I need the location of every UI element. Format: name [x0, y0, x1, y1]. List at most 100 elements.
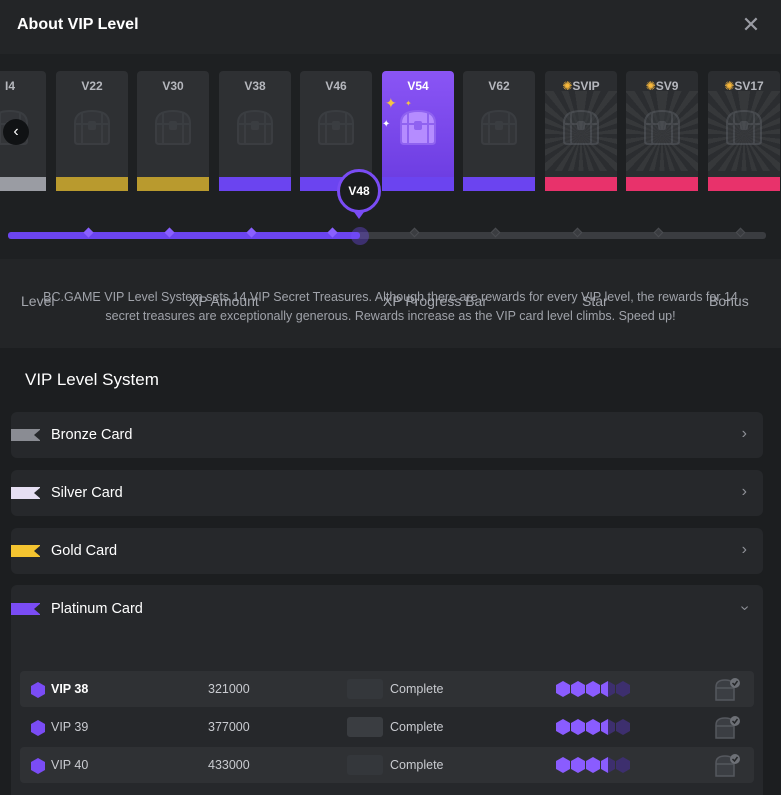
card-level-text: SV9	[655, 79, 679, 93]
col-bonus: Bonus	[709, 293, 749, 309]
accordion-label: Bronze Card	[51, 427, 133, 443]
star-icon	[586, 681, 601, 701]
vip-card-v62[interactable]: V62	[463, 71, 535, 191]
col-xp-progress: XP Progress Bar	[383, 293, 488, 309]
card-level-text: V38	[244, 79, 266, 93]
level-marker	[490, 227, 501, 238]
bonus-chest-icon[interactable]	[713, 753, 741, 779]
card-tier-band	[708, 177, 780, 191]
row-xp-progress-bar	[347, 755, 383, 775]
card-level-label: ✺SVIP	[545, 79, 617, 93]
vip-level-icon	[31, 720, 45, 736]
card-tier-band	[0, 177, 46, 191]
silver-card-flag	[11, 487, 41, 499]
star-icon	[571, 719, 586, 739]
section-title: VIP Level System	[25, 370, 159, 389]
chevron-right-icon: ›	[741, 541, 747, 558]
card-level-text: V30	[162, 79, 184, 93]
vip-card-svip[interactable]: ✺SVIP	[545, 71, 617, 191]
row-level: VIP 39	[51, 720, 89, 734]
card-level-text: SV17	[734, 79, 764, 93]
platinum-card-flag	[11, 603, 41, 615]
treasure-chest-icon	[639, 103, 685, 149]
card-tier-band	[137, 177, 209, 191]
card-level-text: V62	[488, 79, 510, 93]
vip-level-icon	[31, 682, 45, 698]
vip-system-description: BC.GAME VIP Level System sets 14 VIP Sec…	[43, 290, 738, 323]
row-level: VIP 40	[51, 758, 89, 772]
sun-icon: ✺	[645, 79, 656, 93]
star-icon	[601, 681, 616, 701]
accordion-gold-card[interactable]: Gold Card ›	[11, 528, 763, 574]
accordion-label: Silver Card	[51, 485, 123, 501]
star-icon	[616, 681, 631, 701]
card-level-text: V54	[407, 79, 429, 93]
vip-card-v38[interactable]: V38	[219, 71, 291, 191]
vip-card-carousel: I4 V22 V30 V38 V46 V54 ✦ ✦ ✦ V62 ✺SVIP ✺SV9 ✺SV17 ‹ …	[0, 54, 781, 259]
card-tier-band	[545, 177, 617, 191]
sparkle-icon: ✦	[405, 99, 412, 108]
card-level-label: I4	[0, 79, 46, 93]
row-xp-progress-bar	[347, 717, 383, 737]
close-icon[interactable]: ✕	[741, 12, 761, 37]
bronze-card-flag	[11, 429, 41, 441]
card-level-label: V54	[382, 79, 454, 93]
chevron-right-icon: ›	[741, 425, 747, 442]
chevron-down-icon: ›	[736, 605, 754, 611]
vip-card-sv17[interactable]: ✺SV17	[708, 71, 780, 191]
row-xp-amount: 433000	[208, 758, 250, 772]
card-level-label: V38	[219, 79, 291, 93]
table-row: VIP 38 321000 Complete	[20, 671, 754, 707]
card-level-label: ✺SV9	[626, 79, 698, 93]
vip-card-sv9[interactable]: ✺SV9	[626, 71, 698, 191]
chevron-right-icon: ›	[741, 483, 747, 500]
star-icon	[556, 719, 571, 739]
accordion-silver-card[interactable]: Silver Card ›	[11, 470, 763, 516]
accordion-label: Gold Card	[51, 543, 118, 559]
row-star-rating	[556, 757, 631, 774]
row-xp-amount: 377000	[208, 720, 250, 734]
accordion-label: Platinum Card	[51, 601, 143, 617]
vip-card-v30[interactable]: V30	[137, 71, 209, 191]
row-xp-amount: 321000	[208, 682, 250, 696]
treasure-chest-icon: ✦ ✦ ✦	[382, 95, 441, 149]
star-icon	[616, 719, 631, 739]
modal-title: About VIP Level	[17, 16, 139, 33]
level-progress-track	[8, 227, 766, 245]
star-icon	[586, 757, 601, 777]
level-marker	[409, 227, 420, 238]
level-table-header: Level XP Amount XP Progress Bar Star Bon…	[0, 293, 781, 315]
star-icon	[556, 681, 571, 701]
sun-icon: ✺	[724, 79, 735, 93]
bonus-chest-icon[interactable]	[713, 677, 741, 703]
star-icon	[556, 757, 571, 777]
card-level-text: SVIP	[572, 79, 600, 93]
card-level-label: V46	[300, 79, 372, 93]
row-xp-progress-bar	[347, 679, 383, 699]
card-tier-band	[219, 177, 291, 191]
row-progress-status: Complete	[390, 682, 444, 696]
star-icon	[571, 681, 586, 701]
vip-card-v22[interactable]: V22	[56, 71, 128, 191]
col-level: Level	[21, 293, 55, 309]
row-star-rating	[556, 719, 631, 736]
card-level-label: ✺SV17	[708, 79, 780, 93]
sun-icon: ✺	[562, 79, 573, 93]
gold-card-flag	[11, 545, 41, 557]
accordion-bronze-card[interactable]: Bronze Card ›	[11, 412, 763, 458]
col-star: Star	[582, 293, 608, 309]
accordion-platinum-card[interactable]: Platinum Card ›	[11, 586, 763, 632]
row-level: VIP 38	[51, 682, 89, 696]
treasure-chest-icon	[476, 103, 522, 149]
row-star-rating	[556, 681, 631, 698]
card-level-label: V22	[56, 79, 128, 93]
bonus-chest-icon[interactable]	[713, 715, 741, 741]
star-icon	[601, 719, 616, 739]
card-tier-band	[56, 177, 128, 191]
vip-card-v54[interactable]: V54 ✦ ✦ ✦	[382, 71, 454, 191]
table-row: VIP 39 377000 Complete	[20, 709, 754, 745]
carousel-prev-button[interactable]: ‹	[3, 119, 29, 145]
card-level-text: I4	[4, 79, 15, 93]
level-marker	[735, 227, 746, 238]
